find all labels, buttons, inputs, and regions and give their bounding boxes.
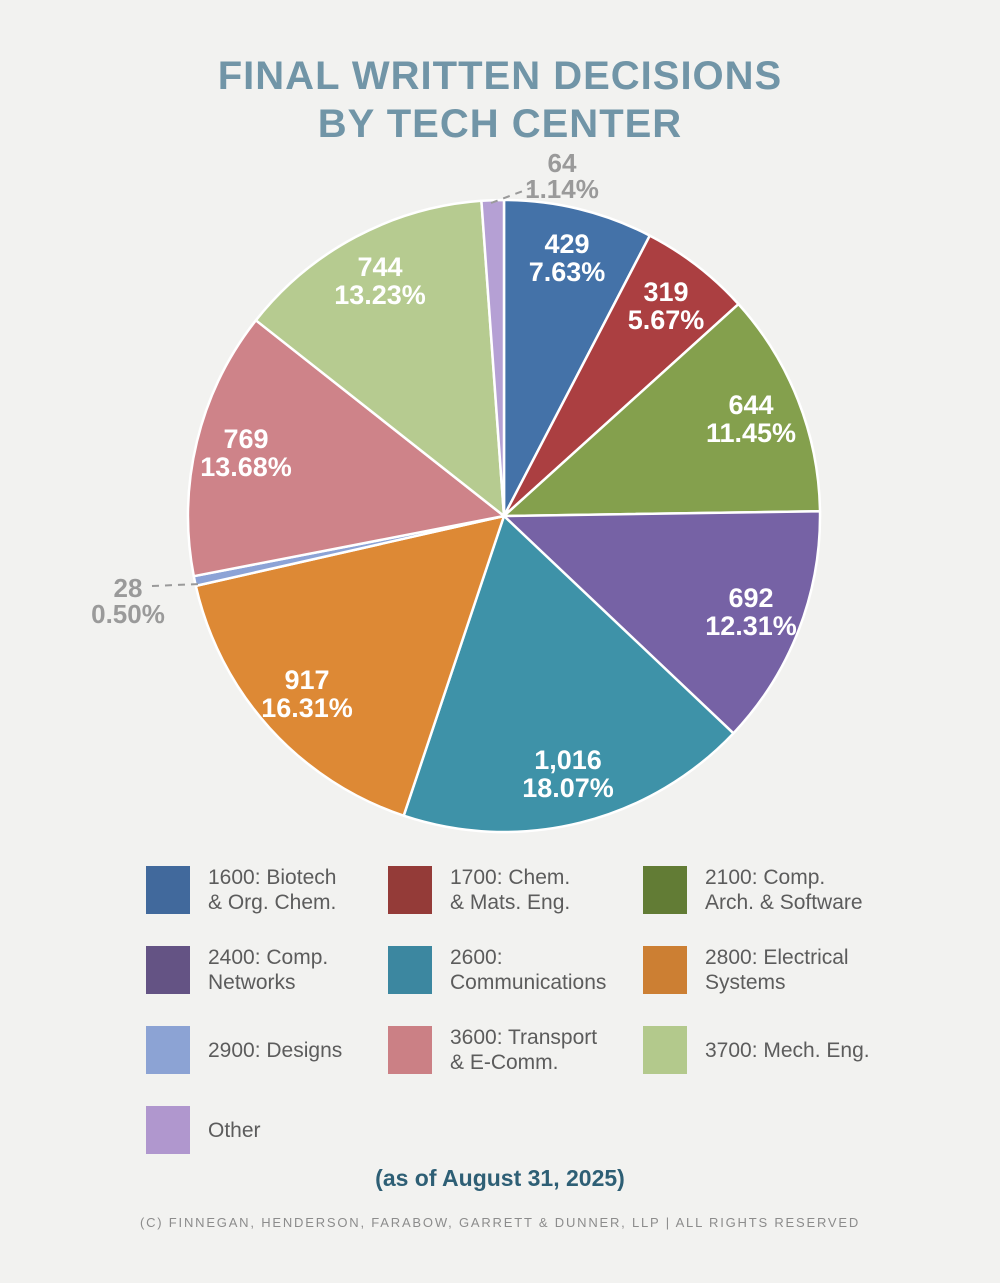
slice-value-2400: 692 [728, 583, 773, 613]
legend-label-2800: 2800: Electrical Systems [705, 946, 849, 994]
slice-percent-3600: 13.68% [200, 452, 292, 482]
slice-percent-2600: 18.07% [522, 773, 614, 803]
legend-item-3600: 3600: Transport & E-Comm. [388, 1026, 597, 1074]
legend-swatch-3600 [388, 1026, 432, 1074]
as-of-date: (as of August 31, 2025) [375, 1165, 625, 1191]
pie-slice-2100 [502, 302, 822, 518]
slice-value-2900: 28 [114, 573, 143, 603]
legend-label-3700: 3700: Mech. Eng. [705, 1038, 870, 1062]
slice-percent-2800: 16.31% [261, 693, 353, 723]
legend-swatch-2600 [388, 946, 432, 994]
copyright-footer: (C) FINNEGAN, HENDERSON, FARABOW, GARRET… [139, 1215, 861, 1230]
legend-item-3700: 3700: Mech. Eng. [643, 1026, 870, 1074]
legend-item-2900: 2900: Designs [146, 1026, 342, 1074]
legend-label-2600: 2600: Communications [450, 946, 607, 994]
pie-leader-lines [151, 187, 532, 587]
slice-value-2600: 1,016 [534, 745, 602, 775]
slice-percent-other: 1.14% [525, 174, 599, 204]
pie-slice-2600 [402, 514, 735, 834]
pie-labels: 4297.63%3195.67%64411.45%69212.31%1,0161… [91, 148, 797, 803]
slice-percent-2100: 11.45% [706, 418, 796, 448]
legend-item-1700: 1700: Chem. & Mats. Eng. [388, 866, 570, 914]
legend-swatch-2800 [643, 946, 687, 994]
slice-percent-3700: 13.23% [334, 280, 426, 310]
pie-slice-other [480, 198, 506, 518]
pie-slice-3600 [186, 319, 506, 578]
legend-label-other: Other [208, 1118, 261, 1142]
pie-slice-3700 [254, 199, 506, 518]
pie-slice-1600 [502, 198, 652, 518]
legend: 1600: Biotech & Org. Chem. 1700: Chem. & … [146, 866, 886, 1166]
legend-swatch-other [146, 1106, 190, 1154]
pie-chart: 4297.63%3195.67%64411.45%69212.31%1,0161… [91, 148, 822, 834]
slice-percent-2900: 0.50% [91, 599, 165, 629]
legend-item-2800: 2800: Electrical Systems [643, 946, 849, 994]
legend-swatch-1600 [146, 866, 190, 914]
legend-label-1700: 1700: Chem. & Mats. Eng. [450, 866, 571, 914]
slice-value-2100: 644 [728, 390, 773, 420]
legend-swatch-2400 [146, 946, 190, 994]
slice-value-other: 64 [548, 148, 577, 178]
legend-label-2400: 2400: Comp. Networks [208, 946, 329, 994]
legend-swatch-2900 [146, 1026, 190, 1074]
slice-value-3600: 769 [223, 424, 268, 454]
legend-label-3600: 3600: Transport & E-Comm. [450, 1026, 598, 1074]
pie-slice-2800 [194, 514, 506, 817]
legend-swatch-1700 [388, 866, 432, 914]
legend-item-2100: 2100: Comp. Arch. & Software [643, 866, 863, 914]
slice-percent-1600: 7.63% [529, 257, 606, 287]
pie-slices [186, 198, 822, 834]
legend-label-2100: 2100: Comp. Arch. & Software [705, 866, 863, 914]
legend-item-2600: 2600: Communications [388, 946, 606, 994]
legend-swatch-3700 [643, 1026, 687, 1074]
slice-value-3700: 744 [357, 252, 402, 282]
slice-value-2800: 917 [284, 665, 329, 695]
pie-slice-2400 [502, 509, 822, 735]
legend-item-2400: 2400: Comp. Networks [146, 946, 328, 994]
legend-label-1600: 1600: Biotech & Org. Chem. [208, 866, 337, 914]
slice-value-1600: 429 [544, 229, 589, 259]
slice-percent-1700: 5.67% [628, 305, 705, 335]
slice-value-1700: 319 [643, 277, 688, 307]
legend-item-1600: 1600: Biotech & Org. Chem. [146, 866, 336, 914]
legend-swatch-2100 [643, 866, 687, 914]
legend-item-other: Other [146, 1106, 261, 1154]
slice-percent-2400: 12.31% [705, 611, 797, 641]
page-title: FINAL WRITTEN DECISIONS BY TECH CENTER [217, 54, 783, 146]
legend-label-2900: 2900: Designs [208, 1038, 343, 1062]
leader-line-2900 [151, 583, 201, 587]
